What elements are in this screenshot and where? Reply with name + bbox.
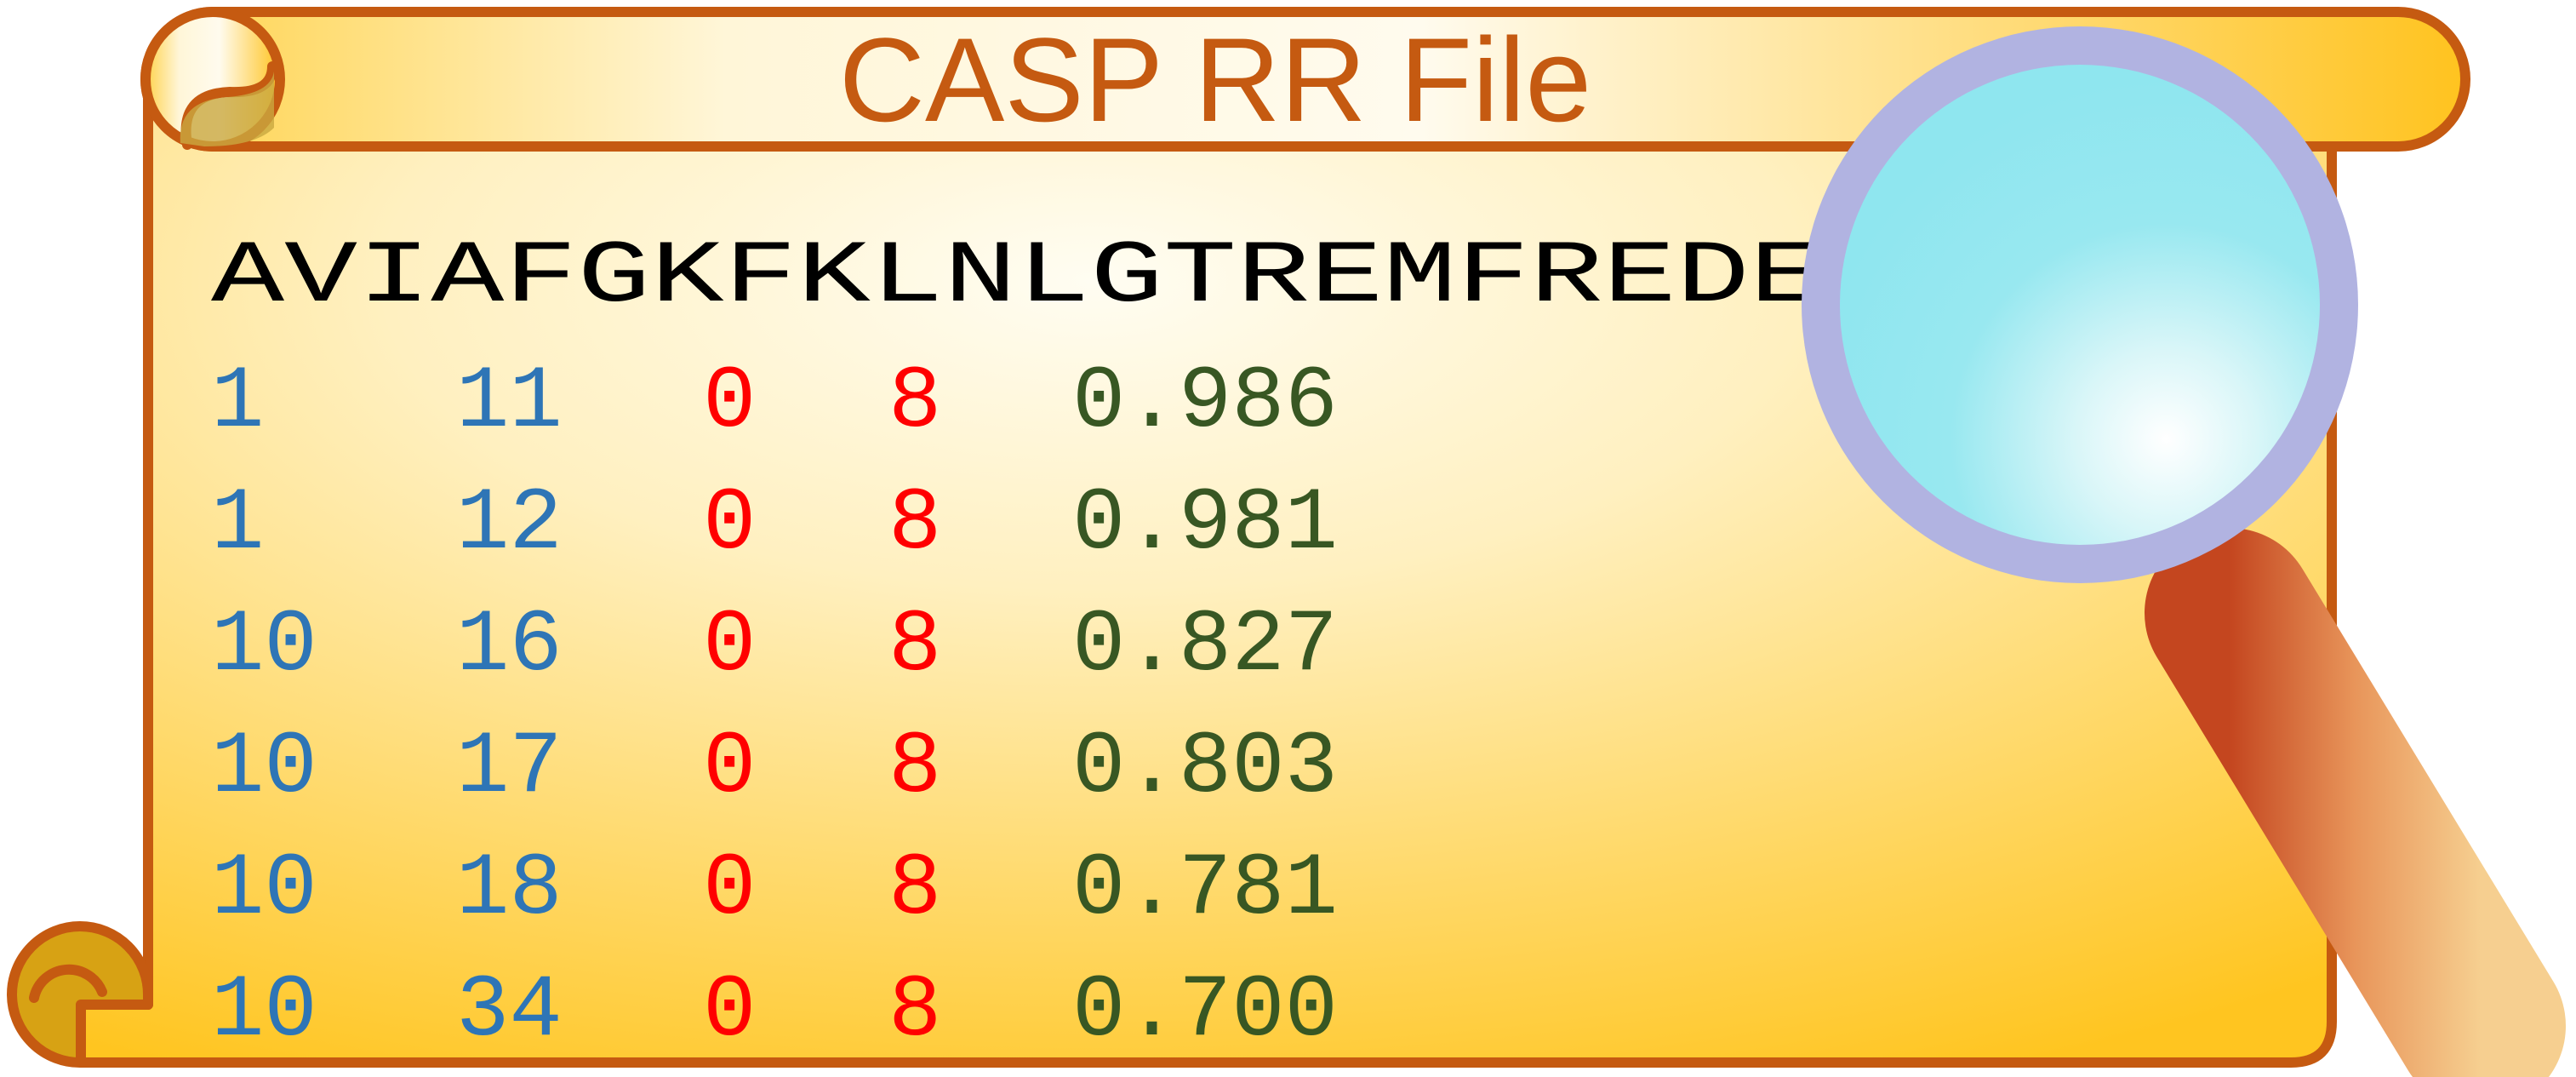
residue-j: 16: [456, 596, 563, 696]
table-row: 1 12 0 8 0.981: [211, 474, 1338, 575]
distance-lower: 0: [703, 474, 756, 575]
probability: 0.803: [1072, 718, 1338, 818]
residue-j: 34: [456, 961, 563, 1062]
scroll-bottom-curl-inner: [29, 964, 107, 1003]
residue-i: 1: [211, 352, 264, 453]
distance-lower: 0: [703, 961, 756, 1062]
distance-lower: 0: [703, 718, 756, 818]
table-row: 1 11 0 8 0.986: [211, 352, 1338, 453]
residue-j: 18: [456, 839, 563, 940]
probability: 0.700: [1072, 961, 1338, 1062]
table-row: 10 16 0 8 0.827: [211, 596, 1338, 696]
distance-lower: 0: [703, 352, 756, 453]
sequence-line: AVIAFGKFKLNLGTREMFREDEP: [211, 227, 1896, 328]
scroll-bottom-curl: [7, 921, 153, 1068]
distance-upper: 8: [888, 718, 941, 818]
distance-upper: 8: [888, 839, 941, 940]
table-row: 10 34 0 8 0.700: [211, 961, 1338, 1062]
residue-i: 10: [211, 596, 317, 696]
table-row: 10 17 0 8 0.803: [211, 718, 1338, 818]
magnifying-glass-icon: [1802, 26, 2566, 1077]
distance-upper: 8: [888, 352, 941, 453]
residue-j: 11: [456, 352, 563, 453]
residue-j: 17: [456, 718, 563, 818]
distance-upper: 8: [888, 474, 941, 575]
magnifier-lens: [1840, 65, 2320, 545]
probability: 0.781: [1072, 839, 1338, 940]
magnifier-handle: [2145, 528, 2566, 1077]
scroll-icon: [7, 7, 2470, 1068]
distance-lower: 0: [703, 839, 756, 940]
page-title: CASP RR File: [839, 13, 1591, 146]
residue-i: 10: [211, 718, 317, 818]
residue-j: 12: [456, 474, 563, 575]
residue-i: 10: [211, 839, 317, 940]
probability: 0.986: [1072, 352, 1338, 453]
residue-i: 10: [211, 961, 317, 1062]
distance-upper: 8: [888, 596, 941, 696]
table-row: 10 18 0 8 0.781: [211, 839, 1338, 940]
probability: 0.827: [1072, 596, 1338, 696]
distance-upper: 8: [888, 961, 941, 1062]
distance-lower: 0: [703, 596, 756, 696]
residue-i: 1: [211, 474, 264, 575]
probability: 0.981: [1072, 474, 1338, 575]
